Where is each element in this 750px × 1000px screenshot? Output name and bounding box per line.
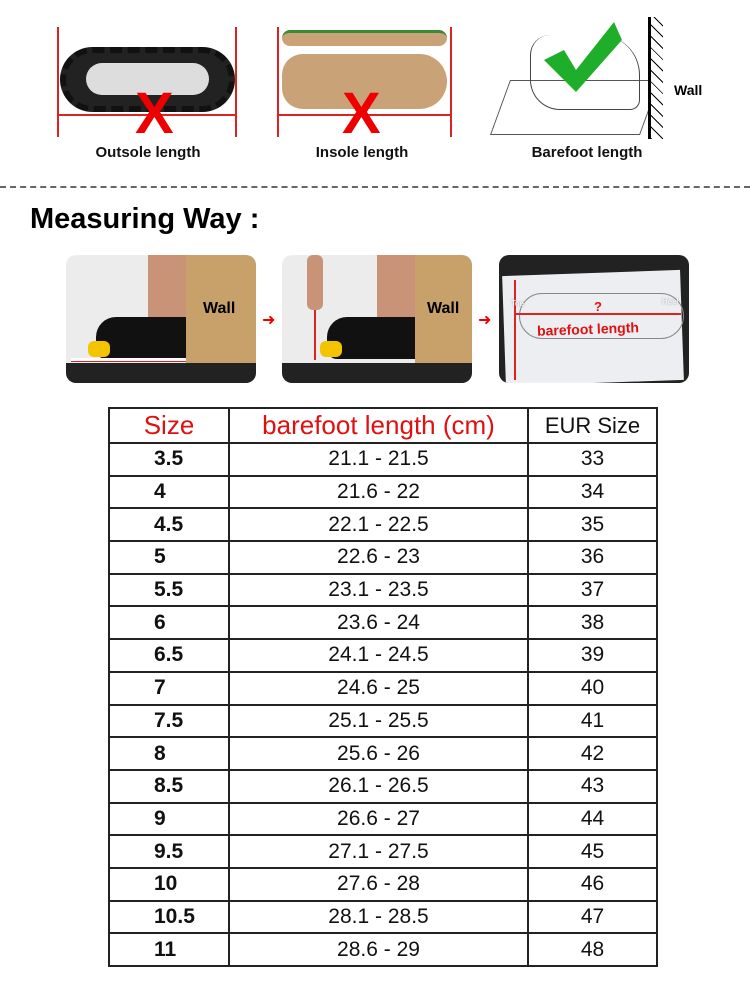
cell-length: 21.6 - 22 bbox=[228, 474, 529, 510]
cell-eur: 46 bbox=[527, 866, 658, 902]
cell-eur: 47 bbox=[527, 899, 658, 935]
table-row: 5 22.6 - 23 36 bbox=[108, 540, 658, 575]
table-row: 4.5 22.1 - 22.5 35 bbox=[108, 507, 658, 543]
insole-illustration: X bbox=[275, 22, 455, 146]
cell-size: 7 bbox=[108, 670, 230, 706]
cell-size: 5 bbox=[108, 540, 230, 575]
x-mark-icon: X bbox=[135, 81, 174, 146]
cell-length: 27.1 - 27.5 bbox=[228, 834, 529, 869]
cell-length: 28.6 - 29 bbox=[228, 932, 529, 967]
cell-length: 28.1 - 28.5 bbox=[228, 899, 529, 935]
cell-eur: 41 bbox=[527, 703, 658, 739]
table-row: 10.5 28.1 - 28.5 47 bbox=[108, 899, 658, 935]
table-row: 6 23.6 - 24 38 bbox=[108, 605, 658, 641]
outsole-caption: Outsole length bbox=[95, 144, 201, 161]
cell-length: 22.1 - 22.5 bbox=[228, 507, 529, 543]
table-header-row: Size barefoot length (cm) EUR Size bbox=[108, 407, 658, 444]
question-mark: ? bbox=[594, 299, 602, 314]
cell-size: 8 bbox=[108, 736, 230, 771]
barefoot-illustration: Wall bbox=[489, 15, 720, 140]
cell-length: 22.6 - 23 bbox=[228, 540, 529, 575]
table-row: 3.5 21.1 - 21.5 33 bbox=[108, 442, 658, 477]
cell-length: 26.1 - 26.5 bbox=[228, 768, 529, 804]
step-2-photo: Wall bbox=[282, 255, 472, 383]
cell-length: 24.6 - 25 bbox=[228, 670, 529, 706]
cell-eur: 40 bbox=[527, 670, 658, 706]
cell-eur: 39 bbox=[527, 638, 658, 673]
cell-size: 6.5 bbox=[108, 638, 230, 673]
cell-eur: 36 bbox=[527, 540, 658, 575]
wall-label: Wall bbox=[674, 82, 703, 98]
wall-label: Wall bbox=[427, 300, 460, 317]
cell-size: 8.5 bbox=[108, 768, 230, 804]
cell-length: 25.1 - 25.5 bbox=[228, 703, 529, 739]
cell-eur: 44 bbox=[527, 801, 658, 837]
table-row: 9.5 27.1 - 27.5 45 bbox=[108, 834, 658, 869]
header-eur-size: EUR Size bbox=[527, 407, 658, 444]
shoe-sole-icon bbox=[60, 47, 235, 112]
cell-length: 25.6 - 26 bbox=[228, 736, 529, 771]
measuring-title: Measuring Way : bbox=[30, 203, 260, 235]
table-row: 5.5 23.1 - 23.5 37 bbox=[108, 572, 658, 608]
cell-length: 21.1 - 21.5 bbox=[228, 442, 529, 477]
cell-length: 24.1 - 24.5 bbox=[228, 638, 529, 673]
cell-size: 3.5 bbox=[108, 442, 230, 477]
arrow-right-icon: ➜ bbox=[262, 312, 276, 329]
cell-size: 7.5 bbox=[108, 703, 230, 739]
table-row: 8 25.6 - 26 42 bbox=[108, 736, 658, 771]
table-row: 4 21.6 - 22 34 bbox=[108, 474, 658, 510]
cell-size: 10 bbox=[108, 866, 230, 902]
insole-icon bbox=[282, 54, 447, 109]
table-row: 6.5 24.1 - 24.5 39 bbox=[108, 638, 658, 673]
size-chart-table: Size barefoot length (cm) EUR Size 3.5 21… bbox=[108, 407, 658, 967]
table-row: 11 28.6 - 29 48 bbox=[108, 932, 658, 967]
header-size: Size bbox=[108, 407, 230, 444]
cell-length: 27.6 - 28 bbox=[228, 866, 529, 902]
heel-label: Heel bbox=[662, 297, 679, 306]
cell-size: 4 bbox=[108, 474, 230, 510]
cell-eur: 33 bbox=[527, 442, 658, 477]
toe-label: Toe bbox=[511, 299, 524, 308]
x-mark-icon: X bbox=[342, 81, 381, 146]
table-row: 10 27.6 - 28 46 bbox=[108, 866, 658, 902]
checkmark-icon bbox=[544, 22, 622, 92]
barefoot-caption: Barefoot length bbox=[531, 144, 643, 161]
cell-size: 10.5 bbox=[108, 899, 230, 935]
step-3-photo: Toe Heel ? barefoot length bbox=[499, 255, 689, 383]
divider bbox=[0, 186, 750, 188]
cell-eur: 35 bbox=[527, 507, 658, 543]
cell-size: 11 bbox=[108, 932, 230, 967]
outsole-illustration: X bbox=[55, 22, 240, 146]
cell-eur: 42 bbox=[527, 736, 658, 771]
cell-length: 23.6 - 24 bbox=[228, 605, 529, 641]
table-row: 8.5 26.1 - 26.5 43 bbox=[108, 768, 658, 804]
cell-size: 9 bbox=[108, 801, 230, 837]
cell-eur: 37 bbox=[527, 572, 658, 608]
cell-eur: 45 bbox=[527, 834, 658, 869]
cell-size: 4.5 bbox=[108, 507, 230, 543]
step-1-photo: Wall bbox=[66, 255, 256, 383]
table-row: 7 24.6 - 25 40 bbox=[108, 670, 658, 706]
cell-eur: 43 bbox=[527, 768, 658, 804]
insole-caption: Insole length bbox=[315, 144, 409, 161]
cell-size: 5.5 bbox=[108, 572, 230, 608]
arrow-right-icon: ➜ bbox=[478, 312, 492, 329]
table-row: 9 26.6 - 27 44 bbox=[108, 801, 658, 837]
header-barefoot-length: barefoot length (cm) bbox=[228, 407, 529, 444]
cell-size: 6 bbox=[108, 605, 230, 641]
cell-eur: 38 bbox=[527, 605, 658, 641]
wall-label: Wall bbox=[203, 300, 236, 317]
table-row: 7.5 25.1 - 25.5 41 bbox=[108, 703, 658, 739]
cell-size: 9.5 bbox=[108, 834, 230, 869]
cell-eur: 48 bbox=[527, 932, 658, 967]
cell-length: 26.6 - 27 bbox=[228, 801, 529, 837]
cell-length: 23.1 - 23.5 bbox=[228, 572, 529, 608]
cell-eur: 34 bbox=[527, 474, 658, 510]
